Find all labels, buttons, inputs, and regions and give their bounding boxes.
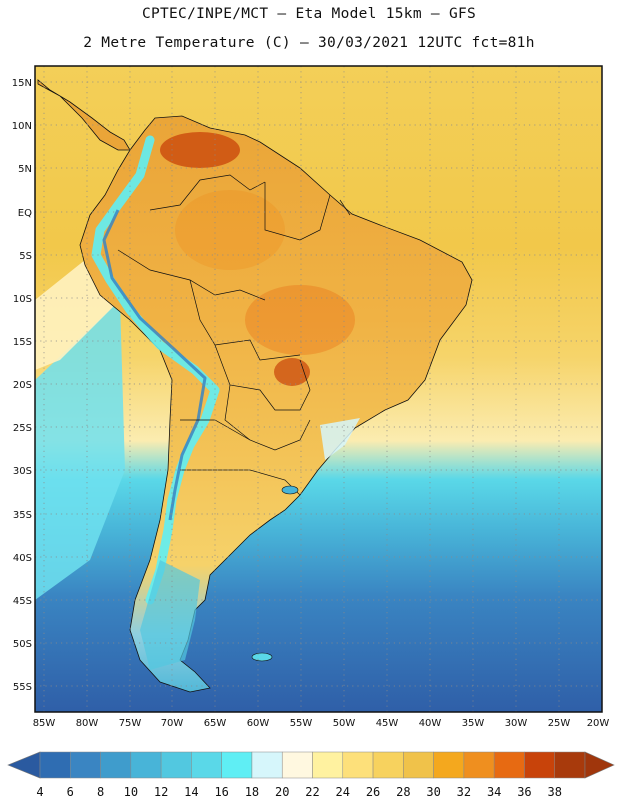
legend-swatches — [7, 751, 615, 779]
hot-spot-pantanal — [274, 358, 310, 386]
lagoon — [281, 485, 299, 495]
legend-value: 28 — [396, 785, 410, 799]
lon-label: 85W — [33, 718, 56, 729]
lat-label: 10S — [13, 294, 32, 305]
legend-swatch — [433, 751, 465, 779]
pacific-cool-band — [35, 300, 125, 600]
lat-label: 10N — [12, 121, 32, 132]
legend-value: 16 — [214, 785, 228, 799]
lat-label: 50S — [13, 639, 32, 650]
latitude-labels: 15N 10N 5N EQ 5S 10S 15S 20S 25S 30S 35S… — [12, 78, 32, 693]
andes-cold-core — [102, 209, 207, 521]
legend-values: 4 6 8 10 12 14 16 18 20 22 24 26 28 30 32 34 36 38 — [36, 785, 562, 799]
legend-value: 4 — [36, 785, 43, 799]
title-line-1: CPTEC/INPE/MCT – Eta Model 15km – GFS — [141, 6, 477, 22]
lat-label: 55S — [13, 682, 32, 693]
legend-swatch — [221, 751, 253, 779]
temperature-map: 15N 10N 5N EQ 5S 10S 15S 20S 25S 30S 35S… — [12, 65, 610, 729]
legend-swatch — [70, 751, 101, 779]
legend-swatch — [554, 751, 586, 779]
legend-value: 30 — [426, 785, 440, 799]
legend-high-arrow — [584, 751, 615, 779]
legend-value: 38 — [547, 785, 561, 799]
title-line-2: 2 Metre Temperature (C) – 30/03/2021 12U… — [83, 35, 535, 51]
lon-label: 60W — [247, 718, 270, 729]
lat-label: 5N — [18, 164, 32, 175]
lon-label: 25W — [548, 718, 571, 729]
legend-swatch — [39, 751, 71, 779]
legend-swatch — [100, 751, 132, 779]
hot-spot-venezuela — [160, 132, 240, 168]
warm-zone-amazon — [175, 190, 285, 270]
legend-swatch — [191, 751, 222, 779]
legend-value: 10 — [124, 785, 138, 799]
legend-value: 24 — [336, 785, 350, 799]
legend-value: 22 — [305, 785, 319, 799]
legend-swatch — [312, 751, 344, 779]
lon-label: 20W — [587, 718, 610, 729]
legend-value: 12 — [154, 785, 168, 799]
legend-swatch — [160, 751, 192, 779]
legend-swatch — [493, 751, 525, 779]
country-borders — [117, 174, 351, 496]
lon-label: 40W — [419, 718, 442, 729]
legend-value: 20 — [275, 785, 289, 799]
legend-swatch — [372, 751, 404, 779]
legend-value: 14 — [184, 785, 198, 799]
lat-label: 35S — [13, 510, 32, 521]
lat-label: 40S — [13, 553, 32, 564]
lon-label: 75W — [119, 718, 142, 729]
legend-value: 6 — [67, 785, 74, 799]
falkland-islands — [251, 652, 273, 662]
lon-label: 70W — [161, 718, 184, 729]
south-america-land — [79, 115, 473, 693]
legend-swatch — [281, 751, 313, 779]
legend-swatch — [251, 751, 283, 779]
legend-swatch — [342, 751, 374, 779]
legend-swatch — [403, 751, 434, 779]
central-america-land — [37, 79, 131, 151]
lon-label: 55W — [290, 718, 313, 729]
lat-label: 15N — [12, 78, 32, 89]
legend-swatch — [524, 751, 555, 779]
legend-value: 26 — [366, 785, 380, 799]
longitude-labels: 85W 80W 75W 70W 65W 60W 55W 50W 45W 40W … — [33, 718, 610, 729]
legend-value: 32 — [457, 785, 471, 799]
lat-label: EQ — [18, 208, 32, 219]
legend-value: 36 — [517, 785, 531, 799]
patagonia-cool — [140, 560, 200, 670]
lon-label: 35W — [462, 718, 485, 729]
southeast-coast-cool — [320, 418, 360, 460]
lat-label: 45S — [13, 596, 32, 607]
lon-label: 80W — [76, 718, 99, 729]
lon-label: 45W — [376, 718, 399, 729]
warm-zone-central — [245, 285, 355, 355]
legend-value: 8 — [97, 785, 104, 799]
lon-label: 65W — [204, 718, 227, 729]
legend-swatch — [463, 751, 495, 779]
lon-label: 50W — [333, 718, 356, 729]
lat-lon-grid — [35, 66, 602, 712]
legend-value: 18 — [245, 785, 259, 799]
legend-swatch — [130, 751, 162, 779]
legend-value: 34 — [487, 785, 501, 799]
legend-low-arrow — [7, 751, 41, 779]
lon-label: 30W — [505, 718, 528, 729]
lat-label: 5S — [19, 251, 32, 262]
lat-label: 30S — [13, 466, 32, 477]
color-legend: 4 6 8 10 12 14 16 18 20 22 24 26 28 30 32 34 36 38 — [7, 751, 615, 799]
lat-label: 20S — [13, 380, 32, 391]
lat-label: 25S — [13, 423, 32, 434]
map-frame — [34, 65, 603, 713]
lat-label: 15S — [13, 337, 32, 348]
